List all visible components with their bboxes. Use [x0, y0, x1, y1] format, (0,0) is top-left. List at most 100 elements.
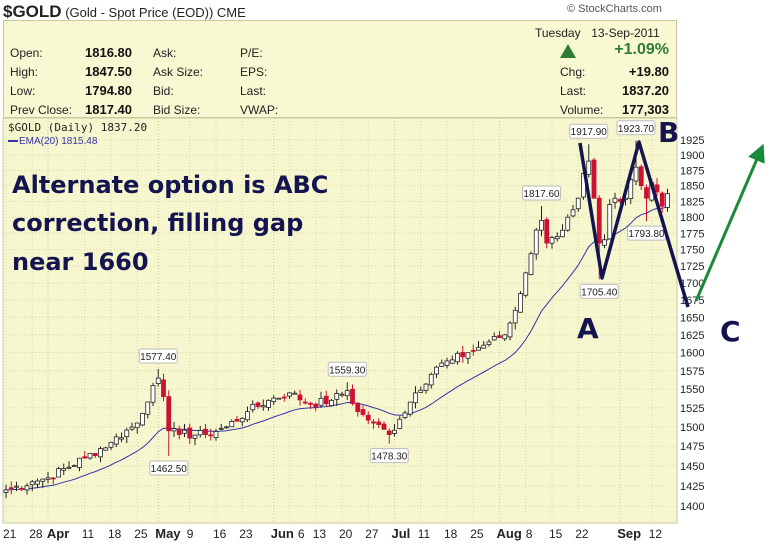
- open-label: Open:: [10, 46, 43, 60]
- low-value: 1794.80: [85, 83, 132, 98]
- candle: [192, 434, 198, 446]
- low-label: Low:: [10, 84, 36, 98]
- candle: [644, 184, 649, 222]
- up-arrow-icon: [560, 44, 576, 58]
- candle: [82, 450, 88, 459]
- x-tick-label: 6: [298, 527, 305, 541]
- candle: [423, 383, 429, 394]
- candle: [402, 410, 408, 420]
- candle: [234, 415, 240, 422]
- wave-label-c: C: [720, 315, 741, 348]
- legend-ema: EMA(20) 1815.48: [19, 136, 98, 147]
- candle: [24, 483, 30, 495]
- candle: [218, 423, 224, 431]
- candle: [365, 411, 371, 425]
- x-tick-label: 20: [339, 527, 353, 541]
- x-tick-label: 11: [418, 527, 431, 541]
- candle: [323, 390, 329, 407]
- candle: [19, 486, 25, 492]
- price-label-text: 1705.40: [581, 287, 618, 298]
- percent-change: +1.09%: [614, 41, 669, 58]
- candle: [129, 422, 135, 432]
- open-value: 1816.80: [85, 45, 132, 60]
- candle: [92, 452, 98, 459]
- candle: [271, 395, 277, 406]
- candle: [355, 402, 361, 417]
- candle: [66, 461, 72, 470]
- candle: [507, 321, 513, 341]
- y-tick-label: 1600: [680, 348, 704, 360]
- x-tick-label: Aug: [497, 526, 522, 541]
- x-tick-label: 21: [3, 527, 17, 541]
- price-label-text: 1577.40: [140, 352, 177, 363]
- x-tick-label: Apr: [47, 526, 69, 541]
- candle: [281, 393, 287, 402]
- x-tick-label: 15: [549, 527, 563, 541]
- price-label: 1577.40: [138, 348, 178, 364]
- candle: [287, 392, 292, 399]
- candle: [491, 332, 497, 341]
- candle: [418, 386, 424, 393]
- price-label-text: 1817.60: [523, 189, 560, 200]
- candle: [134, 422, 140, 434]
- price-label-text: 1462.50: [151, 464, 188, 475]
- annotation-line-2: correction, filling gap: [12, 209, 303, 237]
- change-label: Chg:: [560, 65, 586, 79]
- candle: [245, 406, 250, 422]
- prev-close-value: 1817.40: [85, 102, 132, 117]
- candle: [360, 405, 366, 417]
- wave-label-b: B: [658, 116, 679, 149]
- price-label: 1917.90: [569, 123, 609, 139]
- candle: [29, 480, 35, 492]
- candle: [45, 471, 51, 484]
- candle: [40, 478, 46, 489]
- candle: [554, 232, 560, 242]
- candle: [654, 178, 660, 197]
- y-tick-label: 1725: [680, 261, 704, 273]
- candle: [602, 234, 607, 249]
- candle: [266, 399, 271, 411]
- wave-label-a: A: [577, 312, 599, 345]
- candle: [166, 390, 172, 456]
- candle: [208, 428, 214, 441]
- y-tick-label: 1850: [680, 181, 704, 193]
- candle: [560, 224, 565, 238]
- candle: [318, 391, 324, 408]
- x-tick-label: 9: [187, 527, 194, 541]
- volume-value: 177,303: [622, 102, 669, 117]
- candle: [292, 390, 298, 395]
- candle: [56, 466, 61, 478]
- candle: [313, 402, 319, 412]
- candle: [255, 401, 261, 409]
- x-tick-label: Jul: [392, 526, 411, 541]
- candle: [591, 157, 597, 199]
- candle: [549, 235, 555, 249]
- x-tick-label: Sep: [617, 526, 641, 541]
- high-value: 1847.50: [85, 64, 132, 79]
- candle: [150, 382, 156, 407]
- candle: [523, 271, 529, 298]
- change-value: +19.80: [628, 64, 669, 79]
- candle: [239, 417, 245, 427]
- candle: [260, 399, 266, 411]
- x-tick-label: 27: [365, 527, 379, 541]
- candle: [665, 188, 670, 212]
- candle: [371, 419, 376, 429]
- candle: [224, 425, 229, 429]
- candle: [544, 217, 550, 249]
- green-up-arrow: [694, 143, 765, 302]
- price-label: 1559.30: [327, 361, 367, 377]
- candle: [14, 481, 19, 492]
- candle: [77, 457, 82, 472]
- candle: [449, 355, 455, 364]
- high-label: High:: [10, 65, 39, 79]
- candle: [376, 418, 382, 429]
- candle: [302, 398, 308, 405]
- last-label-mid: Last:: [240, 84, 267, 98]
- x-tick-label: 25: [134, 527, 148, 541]
- candle: [512, 306, 518, 330]
- x-tick-label: 11: [82, 527, 95, 541]
- stockcharts-credit[interactable]: © StockCharts.com: [567, 3, 662, 15]
- candle: [439, 359, 445, 368]
- candle: [460, 345, 466, 363]
